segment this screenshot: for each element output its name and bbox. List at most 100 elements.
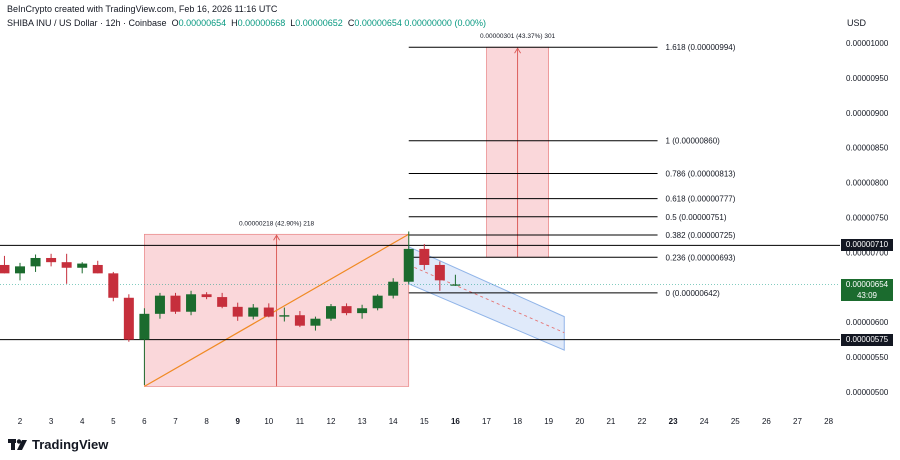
current-price-tag: 0.00000654 43:09: [841, 278, 893, 301]
candle-down[interactable]: [263, 307, 274, 317]
x-axis-tick-label: 8: [204, 417, 209, 426]
candle-up[interactable]: [450, 284, 461, 286]
candle-up[interactable]: [186, 294, 197, 312]
fib-level-label: 1.618 (0.00000994): [666, 43, 736, 52]
fib-level-label: 0.618 (0.00000777): [666, 195, 736, 204]
fib-level-label: 0.236 (0.00000693): [666, 253, 736, 262]
x-axis-tick-label: 19: [544, 417, 553, 426]
candle-up[interactable]: [248, 307, 259, 317]
y-axis-tick-label: 0.00000500: [846, 388, 889, 397]
x-axis-tick-label: 10: [264, 417, 273, 426]
chart-credit: BeInCrypto created with TradingView.com,…: [7, 4, 278, 14]
x-axis-tick-label: 21: [606, 417, 615, 426]
price-range-arrowhead: [273, 234, 280, 241]
candle-down[interactable]: [217, 297, 228, 307]
currency-label[interactable]: USD: [847, 18, 867, 28]
candle-up[interactable]: [279, 315, 290, 317]
x-axis-tick-label: 14: [389, 417, 398, 426]
candle-up[interactable]: [30, 257, 41, 267]
fib-level-label: 0 (0.00000642): [666, 289, 721, 298]
fib-level-label: 0.382 (0.00000725): [666, 231, 736, 240]
x-axis-tick-label: 26: [762, 417, 771, 426]
candle-down[interactable]: [419, 248, 430, 265]
x-axis-tick-label: 2: [18, 417, 23, 426]
x-axis-tick-label: 27: [793, 417, 802, 426]
candle-down[interactable]: [294, 315, 305, 326]
x-axis-tick-label: 5: [111, 417, 116, 426]
price-tag-resistance: 0.00000710: [841, 239, 893, 252]
high-label: H: [231, 18, 238, 28]
tradingview-logo[interactable]: TradingView: [8, 437, 108, 452]
x-axis-tick-label: 17: [482, 417, 491, 426]
y-axis-tick-label: 0.00001000: [846, 39, 889, 48]
candle-up[interactable]: [77, 263, 88, 268]
y-axis-tick-label: 0.00000950: [846, 74, 889, 83]
x-axis-tick-label: 6: [142, 417, 147, 426]
open-value: 0.00000654: [178, 18, 227, 28]
price-range-arrowhead: [514, 47, 521, 54]
close-value: 0.00000654 0.00000000 (0.00%): [354, 18, 486, 28]
candle-up[interactable]: [139, 313, 150, 340]
x-axis-tick-label: 28: [824, 417, 833, 426]
candle-down[interactable]: [201, 294, 212, 298]
candle-down[interactable]: [108, 273, 119, 298]
candle-up[interactable]: [357, 308, 368, 314]
low-value: 0.00000652: [295, 18, 343, 28]
candle-down[interactable]: [170, 295, 181, 312]
candle-down[interactable]: [46, 257, 57, 263]
candle-up[interactable]: [310, 318, 321, 326]
candle-down[interactable]: [232, 306, 243, 317]
tradingview-logo-icon: [8, 438, 27, 450]
symbol-ohlc-bar: SHIBA INU / US Dollar · 12h · Coinbase O…: [7, 18, 486, 28]
candle-down[interactable]: [434, 264, 445, 281]
candle-down[interactable]: [0, 264, 10, 274]
high-value: 0.00000668: [237, 18, 286, 28]
channel-midline: [408, 264, 565, 334]
candle-up[interactable]: [154, 295, 165, 314]
x-axis-tick-label: 16: [451, 417, 460, 426]
y-axis-tick-label: 0.00000900: [846, 109, 889, 118]
x-axis-tick-label: 12: [327, 417, 336, 426]
current-price-value: 0.00000654: [845, 279, 889, 289]
low-label: L: [290, 18, 296, 28]
open-label: O: [171, 18, 179, 28]
candle-up[interactable]: [388, 281, 399, 296]
price-tag-support: 0.00000575: [841, 333, 893, 346]
candle-up[interactable]: [15, 266, 25, 274]
x-axis-tick-label: 11: [296, 417, 305, 426]
x-axis-tick-label: 22: [638, 417, 647, 426]
close-label: C: [347, 18, 355, 28]
x-axis-tick-label: 25: [731, 417, 740, 426]
price-range-label: 0.00000218 (42.90%) 218: [239, 220, 315, 227]
fib-level-label: 0.5 (0.00000751): [666, 213, 727, 222]
y-axis-tick-label: 0.00000850: [846, 144, 889, 153]
fib-level-label: 0.786 (0.00000813): [666, 170, 736, 179]
fib-trend-line[interactable]: [144, 233, 410, 387]
x-axis-tick-label: 9: [235, 417, 240, 426]
price-range-label: 0.00000301 (43.37%) 301: [480, 33, 556, 40]
y-axis-tick-label: 0.00000800: [846, 179, 889, 188]
candle-up[interactable]: [372, 295, 383, 309]
x-axis-tick-label: 18: [513, 417, 522, 426]
x-axis-tick-label: 7: [173, 417, 178, 426]
y-axis-tick-label: 0.00000700: [846, 248, 889, 257]
candle-down[interactable]: [123, 297, 134, 340]
x-axis-tick-label: 24: [700, 417, 709, 426]
x-axis-tick-label: 23: [669, 417, 678, 426]
x-axis-tick-label: 20: [575, 417, 584, 426]
x-axis-tick-label: 3: [49, 417, 54, 426]
candle-down[interactable]: [61, 262, 72, 268]
x-axis-tick-label: 15: [420, 417, 429, 426]
candle-up[interactable]: [403, 248, 414, 282]
candle-down[interactable]: [92, 264, 103, 274]
candle-down[interactable]: [341, 306, 352, 314]
x-axis-tick-label: 13: [358, 417, 367, 426]
symbol-title[interactable]: SHIBA INU / US Dollar · 12h · Coinbase: [7, 18, 167, 28]
y-axis-tick-label: 0.00000750: [846, 214, 889, 223]
candle-up[interactable]: [326, 306, 336, 319]
tradingview-logo-text: TradingView: [32, 437, 109, 452]
y-axis-tick-label: 0.00000550: [846, 353, 889, 362]
fib-level-label: 1 (0.00000860): [666, 137, 721, 146]
bar-countdown: 43:09: [856, 290, 878, 300]
